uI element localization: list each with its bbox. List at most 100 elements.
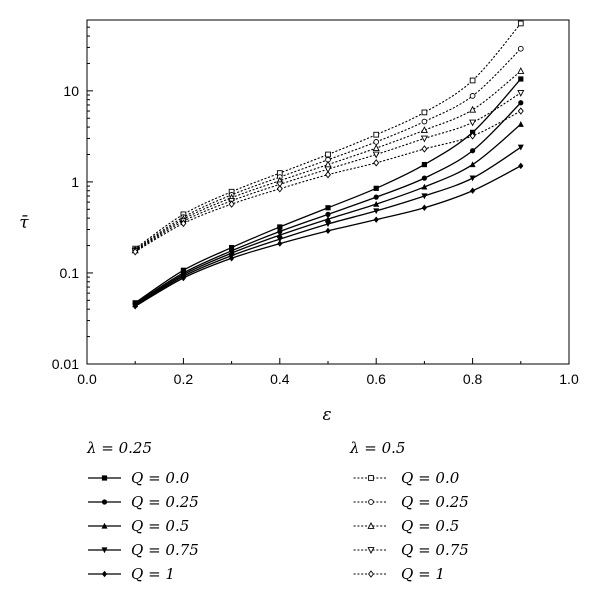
lambda-025-series-0-point (229, 244, 235, 251)
lambda-025-series-1-point (373, 194, 379, 200)
legend-entry-label: Q = 0.5 (401, 517, 459, 535)
lambda-025-series-3-point (325, 221, 331, 228)
lambda-05-series-3-point (420, 135, 428, 143)
legend-marker (101, 475, 108, 481)
x-tick-label: 0.8 (463, 371, 483, 387)
lambda-025-series-0-point (373, 185, 379, 191)
lambda-05-series-4-point (132, 248, 139, 256)
lambda-025-series-4-point (180, 274, 186, 282)
lambda-05-series-0-point (469, 77, 476, 84)
legend: λ = 0.25 Q = 0.0 Q = 0.25 Q = 0.5 Q = 0.75 Q … (86, 439, 469, 583)
lambda-05-series-4-point (228, 200, 235, 208)
lambda-05-series-0-point (421, 109, 428, 116)
lambda-025-series-4-point (132, 303, 138, 310)
lambda-05-series-0-point (373, 131, 380, 138)
lambda-05-series-4-point (469, 132, 476, 140)
y-tick-label: 0.1 (60, 265, 80, 281)
legend-entry-label: Q = 0.75 (131, 541, 199, 559)
lambda-05-series-2-line (134, 70, 522, 251)
lambda-025-series-2-point (469, 161, 476, 168)
x-tick-label: 1.0 (559, 371, 579, 387)
lambda-025-series-3-point (469, 175, 476, 182)
lambda-025-series-3-point (276, 236, 283, 243)
legend-marker (101, 499, 108, 505)
legend-group-title: λ = 0.5 (349, 439, 405, 457)
legend-marker (368, 570, 374, 578)
legend-entry-label: Q = 0.25 (401, 493, 469, 511)
lambda-05-series-3-point (469, 119, 477, 127)
x-axis-title: ε (322, 405, 331, 425)
y-axis-title: τ̄ (19, 213, 29, 233)
lambda-05-series-0-line (134, 22, 522, 250)
legend-marker (101, 547, 108, 554)
x-tick-label: 0.0 (77, 371, 97, 387)
lambda-025-series-0-point (518, 76, 524, 82)
lambda-025-series-1-point (518, 100, 524, 106)
x-tick-label: 0.2 (174, 371, 194, 387)
y-tick-label: 10 (63, 83, 79, 99)
lambda-05-series-2-point (517, 67, 525, 74)
lambda-025-series-0-point (421, 161, 427, 168)
lambda-05-series-3-point (517, 90, 525, 97)
x-tick-label: 0.4 (270, 371, 290, 387)
lambda-05-series-4-point (373, 159, 380, 167)
lambda-025-series-4-point (277, 240, 283, 247)
lambda-025-series-2-point (373, 200, 380, 207)
legend-entry-label: Q = 0.0 (401, 469, 460, 487)
lambda-05-series-3-point (324, 166, 332, 174)
plot-frame (86, 19, 570, 365)
lambda-025-series-4-point (421, 204, 427, 211)
legend-entry-label: Q = 0.75 (401, 541, 469, 559)
lambda-025-series-0-point (325, 205, 331, 211)
lambda-05-series-4-point (276, 185, 283, 193)
legend-marker (101, 570, 108, 578)
lambda-05-series-1-point (469, 93, 476, 99)
legend-group-title: λ = 0.25 (86, 439, 152, 457)
lambda-025-series-2-point (276, 231, 283, 238)
lambda-025-series-1-point (421, 175, 427, 181)
plot-area (131, 20, 525, 310)
lambda-05-series-1-point (421, 118, 428, 125)
y-tick-label: 0.01 (52, 356, 79, 372)
legend-entry-label: Q = 0.5 (131, 517, 189, 535)
lambda-05-series-4-point (325, 170, 331, 179)
lambda-05-series-0-point (325, 151, 331, 158)
lambda-025-series-0-point (180, 267, 186, 273)
lambda-025-series-2-point (421, 183, 428, 190)
lambda-05-series-1-point (373, 139, 380, 145)
lambda-05-series-3-point (372, 151, 380, 159)
lambda-025-series-1-point (470, 148, 476, 154)
lambda-025-series-4-point (470, 187, 476, 194)
lambda-025-series-4-point (325, 227, 331, 235)
lambda-05-series-4-point (517, 107, 524, 115)
lambda-025-series-4-point (518, 162, 524, 170)
lambda-05-series-0-point (517, 20, 524, 27)
legend-marker (368, 475, 374, 481)
legend-entry-label: Q = 0.25 (131, 493, 199, 511)
lambda-025-series-3-point (517, 144, 524, 151)
lambda-05-series-2-point (469, 105, 477, 113)
legend-marker (367, 547, 375, 554)
lambda-05-series-4-point (180, 219, 187, 228)
legend-marker (101, 522, 108, 529)
lambda-05-series-4-point (421, 145, 428, 153)
lambda-025-series-4-point (373, 216, 379, 223)
lambda-05-series-2-point (372, 144, 380, 151)
legend-entry-label: Q = 0.0 (131, 469, 190, 487)
lambda-025-series-2-point (325, 215, 331, 222)
x-tick-label: 0.6 (366, 371, 386, 387)
legend-marker (367, 522, 375, 529)
lambda-05-series-3-point (276, 181, 284, 189)
lambda-025-series-4-line (134, 165, 522, 307)
axes: 0.0 0.2 0.4 0.6 0.8 1.0 0.01 0.1 1 10 (52, 19, 579, 387)
lambda-025-series-3-point (373, 208, 380, 215)
legend-entry-label: Q = 1 (401, 565, 445, 583)
lambda-025-series-3-point (421, 193, 428, 200)
lambda-025-series-0-point (277, 224, 283, 230)
y-tick-label: 1 (71, 174, 79, 190)
lambda-025-series-1-point (325, 211, 331, 217)
lambda-025-series-1-point (277, 228, 283, 235)
lambda-05-series-1-point (517, 45, 524, 52)
lambda-05-series-2-point (420, 126, 428, 134)
